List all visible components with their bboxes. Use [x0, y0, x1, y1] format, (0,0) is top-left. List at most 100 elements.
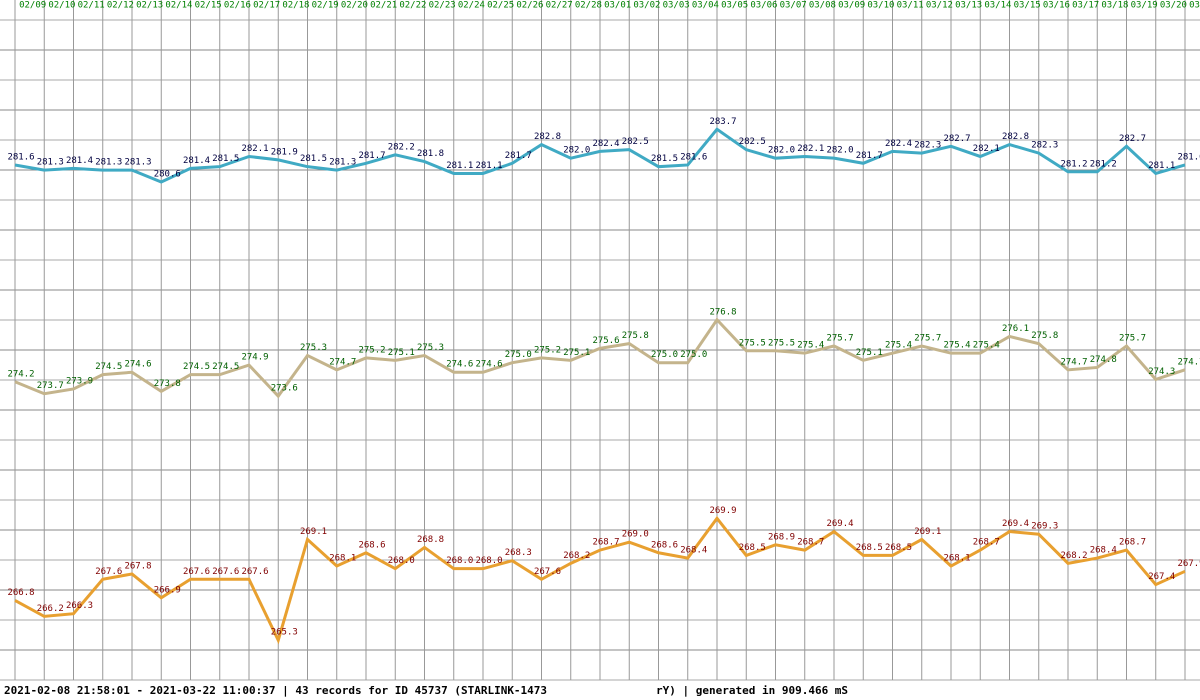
x-tick-label: 03/12 — [926, 1, 953, 11]
data-label: 266.8 — [7, 588, 34, 598]
data-label: 275.3 — [300, 343, 327, 353]
data-label: 282.3 — [1031, 141, 1058, 151]
data-label: 275.1 — [388, 348, 415, 358]
data-label: 268.7 — [1119, 538, 1146, 548]
data-label: 275.6 — [592, 336, 619, 346]
x-tick-label: 03/08 — [809, 1, 836, 11]
data-label: 274.3 — [1148, 367, 1175, 377]
data-label: 268.4 — [1090, 546, 1117, 556]
data-label: 268.5 — [885, 543, 912, 553]
x-tick-label: 03/04 — [692, 1, 719, 11]
footer-right: rY) | generated in 909.466 mS — [656, 684, 848, 697]
data-label: 282.7 — [943, 134, 970, 144]
data-label: 274.2 — [7, 369, 34, 379]
data-label: 275.4 — [973, 341, 1000, 351]
data-label: 268.6 — [358, 540, 385, 550]
data-label: 274.5 — [212, 362, 239, 372]
data-label: 275.4 — [797, 341, 824, 351]
x-tick-label: 02/20 — [341, 1, 368, 11]
data-label: 273.9 — [66, 376, 93, 386]
x-tick-label: 03/20 — [1160, 1, 1187, 11]
data-label: 268.0 — [388, 556, 415, 566]
data-label: 275.2 — [358, 345, 385, 355]
data-label: 267.9 — [1177, 559, 1200, 569]
data-label: 283.7 — [709, 117, 736, 127]
x-tick-label: 03/02 — [633, 1, 660, 11]
data-label: 274.8 — [1090, 355, 1117, 365]
data-label: 281.7 — [856, 151, 883, 161]
x-tick-label: 03/07 — [780, 1, 807, 11]
data-label: 268.1 — [329, 554, 356, 564]
data-label: 268.8 — [417, 535, 444, 545]
data-label: 274.6 — [124, 360, 151, 370]
x-tick-label: 03/06 — [750, 1, 777, 11]
data-label: 267.6 — [95, 567, 122, 577]
data-label: 273.8 — [154, 379, 181, 389]
data-label: 273.6 — [271, 384, 298, 394]
data-label: 269.9 — [709, 506, 736, 516]
data-label: 275.1 — [856, 348, 883, 358]
data-label: 268.5 — [856, 543, 883, 553]
data-label: 281.3 — [124, 158, 151, 168]
data-label: 274.9 — [241, 353, 268, 363]
data-label: 268.6 — [651, 540, 678, 550]
data-label: 281.6 — [1177, 152, 1200, 162]
data-label: 273.7 — [37, 381, 64, 391]
x-tick-label: 02/14 — [165, 1, 192, 11]
x-tick-label: 02/27 — [546, 1, 573, 11]
data-label: 275.8 — [1031, 331, 1058, 341]
series-line — [14, 515, 1186, 645]
data-label: 268.4 — [680, 546, 707, 556]
data-label: 268.7 — [973, 538, 1000, 548]
data-label: 275.0 — [505, 350, 532, 360]
x-tick-label: 02/24 — [458, 1, 485, 11]
data-label: 282.0 — [563, 146, 590, 156]
data-label: 275.2 — [534, 345, 561, 355]
x-tick-label: 02/11 — [78, 1, 105, 11]
data-label: 281.5 — [651, 154, 678, 164]
x-tick-label: 03/01 — [604, 1, 631, 11]
x-tick-label: 02/26 — [516, 1, 543, 11]
data-label: 267.6 — [183, 567, 210, 577]
data-label: 281.9 — [271, 147, 298, 157]
data-label: 275.4 — [885, 341, 912, 351]
data-label: 281.2 — [1060, 159, 1087, 169]
x-tick-label: 02/22 — [399, 1, 426, 11]
data-label: 266.3 — [66, 601, 93, 611]
data-label: 281.4 — [183, 156, 210, 166]
data-label: 274.7 — [329, 357, 356, 367]
data-label: 266.9 — [154, 585, 181, 595]
data-label: 281.7 — [505, 151, 532, 161]
data-label: 281.7 — [358, 151, 385, 161]
data-label: 282.5 — [739, 137, 766, 147]
data-label: 275.5 — [739, 338, 766, 348]
data-label: 275.8 — [622, 331, 649, 341]
data-label: 268.2 — [563, 551, 590, 561]
data-label: 268.0 — [446, 556, 473, 566]
data-label: 274.5 — [183, 362, 210, 372]
x-tick-label: 03/19 — [1131, 1, 1158, 11]
data-label: 282.1 — [241, 144, 268, 154]
data-label: 269.1 — [300, 527, 327, 537]
data-label: 275.7 — [914, 334, 941, 344]
data-label: 280.6 — [154, 169, 181, 179]
data-label: 282.4 — [592, 139, 619, 149]
x-tick-label: 02/28 — [575, 1, 602, 11]
x-tick-label: 03/05 — [721, 1, 748, 11]
x-tick-label: 02/17 — [253, 1, 280, 11]
series-line — [14, 127, 1186, 184]
x-tick-label: 02/23 — [429, 1, 456, 11]
x-tick-label: 02/10 — [48, 1, 75, 11]
data-label: 275.4 — [943, 341, 970, 351]
data-label: 282.5 — [622, 137, 649, 147]
data-label: 269.4 — [1002, 519, 1029, 529]
series-line — [14, 317, 1186, 399]
x-tick-label: 02/15 — [195, 1, 222, 11]
data-label: 267.6 — [534, 567, 561, 577]
data-label: 275.7 — [1119, 334, 1146, 344]
data-label: 281.4 — [66, 156, 93, 166]
x-tick-label: 02/25 — [487, 1, 514, 11]
data-label: 281.1 — [475, 161, 502, 171]
